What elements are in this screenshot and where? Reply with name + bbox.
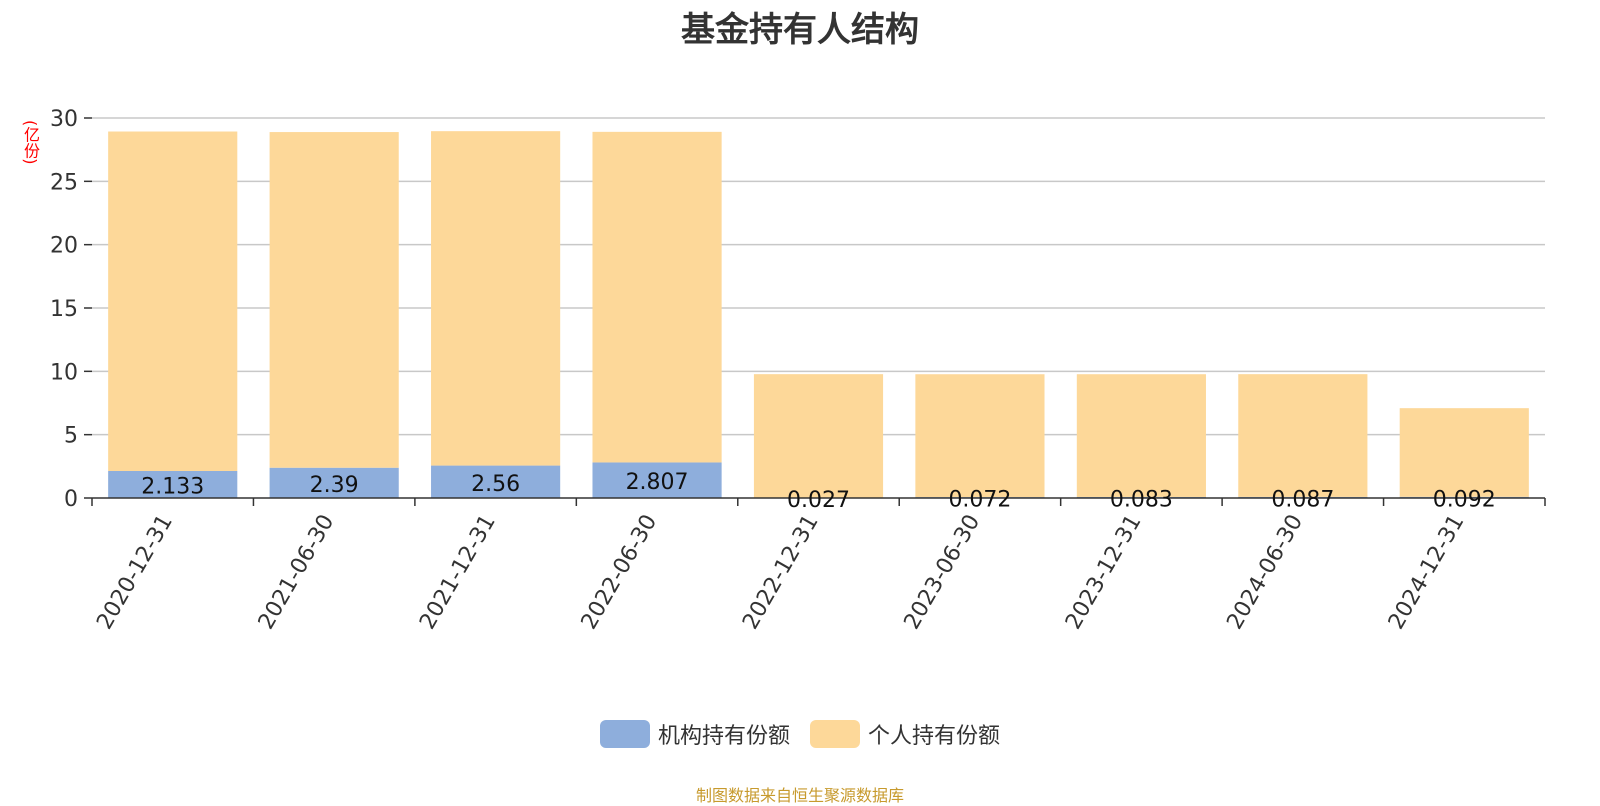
legend-label-individual: 个人持有份额 bbox=[868, 718, 1000, 750]
data-label-institutional: 0.092 bbox=[1433, 487, 1496, 512]
bar-individual bbox=[431, 131, 560, 465]
data-label-institutional: 0.087 bbox=[1271, 487, 1334, 512]
bar-individual bbox=[754, 374, 883, 498]
data-label-institutional: 0.027 bbox=[787, 488, 850, 513]
x-tick-label: 2024-06-30 bbox=[1222, 511, 1308, 634]
bar-individual bbox=[270, 132, 399, 468]
source-note: 制图数据来自恒生聚源数据库 bbox=[0, 782, 1600, 806]
y-tick-label: 0 bbox=[64, 487, 78, 512]
x-tick-label: 2022-06-30 bbox=[577, 511, 663, 634]
legend-item-institutional[interactable]: 机构持有份额 bbox=[600, 718, 790, 750]
legend: 机构持有份额 个人持有份额 bbox=[0, 718, 1600, 750]
x-tick-label: 2021-12-31 bbox=[415, 510, 501, 633]
bar-layer bbox=[108, 131, 1529, 498]
data-label-institutional: 2.56 bbox=[471, 472, 520, 497]
x-tick-label: 2022-12-31 bbox=[738, 511, 824, 634]
data-label-institutional: 0.072 bbox=[948, 488, 1011, 513]
data-label-institutional: 2.133 bbox=[141, 474, 204, 499]
x-tick-label: 2020-12-31 bbox=[92, 511, 178, 634]
bar-individual bbox=[1400, 408, 1529, 497]
y-tick-label: 25 bbox=[50, 170, 78, 195]
legend-swatch-institutional bbox=[600, 720, 650, 748]
data-label-institutional: 2.39 bbox=[310, 473, 359, 498]
bar-individual bbox=[1238, 374, 1367, 497]
x-tick-label: 2023-12-31 bbox=[1061, 511, 1147, 634]
data-label-institutional: 0.083 bbox=[1110, 487, 1173, 512]
bar-individual bbox=[915, 374, 1044, 497]
legend-label-institutional: 机构持有份额 bbox=[658, 718, 790, 750]
legend-swatch-individual bbox=[810, 720, 860, 748]
bar-individual bbox=[108, 132, 237, 471]
y-tick-label: 15 bbox=[50, 297, 78, 322]
y-tick-label: 5 bbox=[64, 424, 78, 449]
bar-individual bbox=[1077, 374, 1206, 497]
legend-item-individual[interactable]: 个人持有份额 bbox=[810, 718, 1000, 750]
x-tick-label: 2023-06-30 bbox=[900, 511, 986, 634]
bar-individual bbox=[592, 132, 721, 463]
data-label-institutional: 2.807 bbox=[626, 470, 689, 495]
x-tick-label: 2024-12-31 bbox=[1384, 511, 1470, 634]
y-tick-label: 10 bbox=[50, 360, 78, 385]
x-tick-label: 2021-06-30 bbox=[254, 511, 340, 634]
y-tick-label: 20 bbox=[50, 234, 78, 259]
y-tick-label: 30 bbox=[50, 107, 78, 132]
